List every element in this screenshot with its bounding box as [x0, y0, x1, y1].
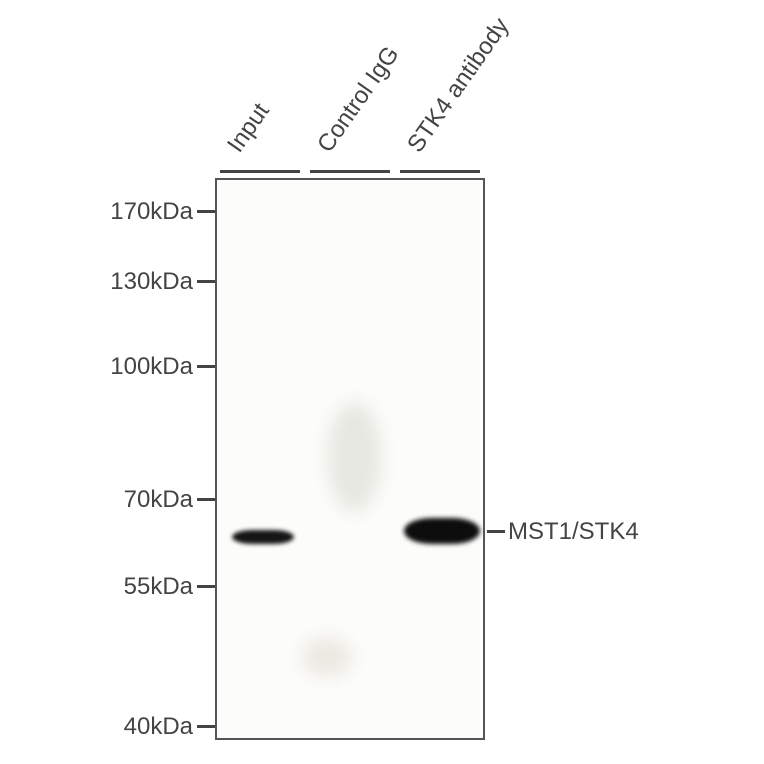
band-input	[232, 530, 294, 544]
lane-underline	[310, 170, 390, 173]
lane-label-input: Input	[222, 98, 276, 158]
lane-underline	[220, 170, 300, 173]
marker-tick	[197, 725, 215, 728]
annotation-tick	[487, 530, 505, 533]
marker-40kda: 40kDa	[124, 713, 193, 741]
blot-membrane	[215, 178, 485, 740]
marker-70kda: 70kDa	[124, 486, 193, 514]
band-stk4	[404, 518, 480, 544]
lane-label-control-igg: Control IgG	[312, 41, 405, 158]
blot-smudge	[327, 402, 382, 512]
marker-tick	[197, 585, 215, 588]
lane-underline	[400, 170, 480, 173]
blot-smudge	[302, 637, 352, 677]
marker-55kda: 55kDa	[124, 573, 193, 601]
marker-tick	[197, 498, 215, 501]
marker-170kda: 170kDa	[110, 198, 193, 226]
lane-label-stk4-antibody: STK4 antibody	[402, 13, 515, 158]
marker-tick	[197, 280, 215, 283]
blot-figure: Input Control IgG STK4 antibody 170kDa 1…	[0, 0, 764, 764]
annotation-mst1-stk4: MST1/STK4	[508, 518, 639, 546]
marker-tick	[197, 365, 215, 368]
marker-tick	[197, 210, 215, 213]
marker-100kda: 100kDa	[110, 353, 193, 381]
marker-130kda: 130kDa	[110, 268, 193, 296]
